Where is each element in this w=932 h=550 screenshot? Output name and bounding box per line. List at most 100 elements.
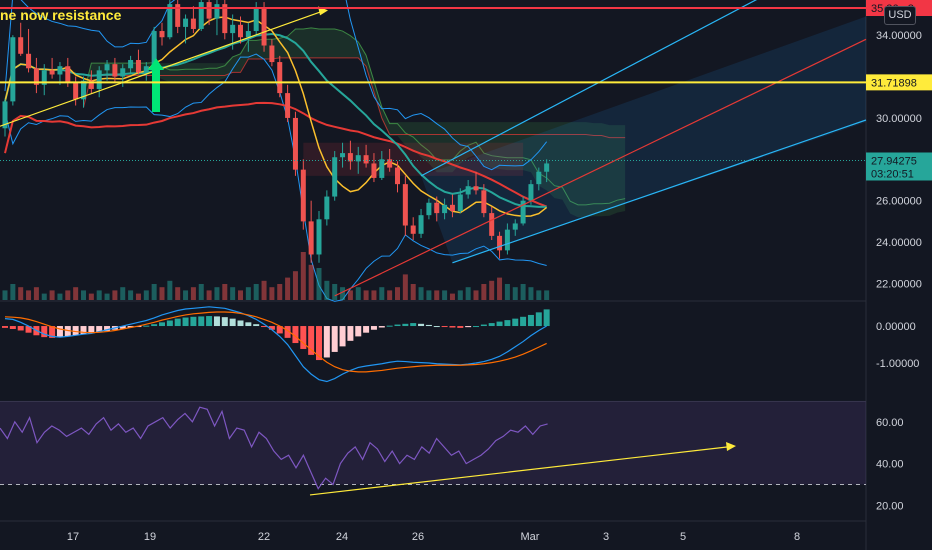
- candle-body: [245, 31, 251, 38]
- price-tick-label: 22.00000: [876, 278, 922, 290]
- volume-bar: [426, 290, 432, 300]
- macd-histogram-bar: [143, 325, 150, 327]
- candle-body: [387, 159, 393, 168]
- candle-body: [26, 53, 32, 69]
- macd-histogram-bar: [457, 326, 464, 328]
- volume-bar: [520, 284, 526, 300]
- candle-body: [120, 68, 126, 77]
- candle-body: [57, 66, 63, 75]
- x-tick-label: 26: [412, 531, 424, 543]
- macd-histogram-bar: [17, 326, 24, 331]
- volume-bar: [332, 284, 338, 300]
- macd-histogram-bar: [221, 317, 228, 327]
- x-tick-label: 22: [258, 531, 270, 543]
- volume-bar: [434, 290, 440, 300]
- volume-bar: [292, 271, 298, 300]
- candle-body: [536, 171, 542, 185]
- volume-bar: [183, 290, 189, 300]
- ichimoku-span-b: [83, 57, 626, 139]
- macd-histogram-bar: [488, 323, 495, 327]
- volume-bar: [238, 290, 243, 300]
- macd-histogram-bar: [88, 326, 95, 334]
- bollinger-upper-band: [4, 0, 548, 171]
- macd-histogram-bar: [378, 326, 385, 328]
- currency-badge[interactable]: USD: [884, 6, 916, 25]
- candle-body: [449, 204, 455, 212]
- macd-histogram-bar: [284, 326, 291, 338]
- candle-body: [135, 60, 141, 73]
- candle-body: [442, 204, 448, 214]
- candle-body: [340, 153, 346, 158]
- volume-bar: [387, 290, 393, 300]
- price-tick-label: 30.00000: [876, 113, 922, 125]
- candle-body: [379, 159, 385, 178]
- candle-body: [41, 70, 47, 85]
- volume-bar: [528, 287, 534, 300]
- volume-bar: [128, 290, 134, 300]
- volume-bar: [316, 268, 322, 300]
- volume-bar: [512, 287, 518, 300]
- up-arrow-icon: [148, 58, 164, 112]
- macd-histogram-bar: [276, 326, 283, 334]
- volume-bar: [285, 277, 291, 300]
- x-tick-label: 19: [144, 531, 156, 543]
- macd-histogram-bar: [386, 325, 393, 327]
- volume-bar: [410, 284, 416, 300]
- macd-histogram-bar: [2, 326, 8, 328]
- candle-body: [332, 157, 338, 197]
- macd-histogram-bar: [347, 326, 354, 341]
- rsi-tick-label: 40.00: [876, 459, 904, 471]
- macd-histogram-bar: [56, 326, 63, 338]
- candle-body: [434, 202, 440, 214]
- volume-bar: [497, 277, 503, 300]
- macd-histogram-bar: [410, 323, 417, 327]
- candle-body: [230, 24, 236, 34]
- support-price-tag-box: [866, 74, 932, 91]
- support-price-tag: 31.71898: [866, 74, 932, 91]
- macd-histogram-bar: [480, 324, 487, 327]
- candle-body: [190, 18, 196, 29]
- last-price-tag-text: 27.94275: [871, 155, 917, 167]
- macd-histogram-bar: [104, 326, 111, 332]
- macd-histogram-bar: [370, 326, 377, 330]
- candle-body: [73, 82, 79, 100]
- candle-body: [159, 31, 165, 38]
- candle-body: [206, 2, 212, 19]
- volume-bar: [324, 280, 330, 300]
- volume-bar: [88, 293, 94, 300]
- volume-bar: [481, 284, 487, 300]
- candle-body: [104, 64, 110, 71]
- candle-body: [512, 223, 518, 230]
- volume-bar: [536, 290, 542, 300]
- macd-histogram-bar: [127, 326, 134, 328]
- macd-histogram-bar: [237, 320, 244, 327]
- volume-bar: [151, 284, 157, 300]
- volume-bar: [112, 290, 118, 300]
- volume-bar: [442, 290, 448, 300]
- last-price-tag-text: 03:20:51: [871, 168, 914, 180]
- moving-average-short: [4, 16, 548, 217]
- volume-bar: [465, 287, 471, 300]
- channel-upper-line: [420, 0, 758, 177]
- candle-body: [65, 66, 71, 83]
- candle-body: [167, 4, 173, 38]
- volume-bar: [73, 287, 79, 300]
- candle-body: [49, 70, 55, 75]
- candle-body: [81, 80, 86, 100]
- candle-body: [96, 70, 102, 89]
- volume-bar: [206, 290, 212, 300]
- macd-histogram-bar: [166, 320, 173, 327]
- macd-histogram-bar: [308, 326, 315, 355]
- candle-body: [277, 62, 283, 94]
- macd-histogram-bar: [465, 326, 472, 328]
- macd-histogram-bar: [316, 326, 322, 361]
- macd-tick-label: -1.00000: [876, 358, 919, 370]
- macd-histogram-bar: [394, 324, 401, 327]
- volume-bar: [504, 284, 510, 300]
- volume-bar: [96, 290, 102, 300]
- macd-histogram-bar: [339, 326, 346, 347]
- volume-bar: [457, 290, 463, 300]
- candle-body: [347, 153, 353, 162]
- x-tick-label: 24: [336, 531, 348, 543]
